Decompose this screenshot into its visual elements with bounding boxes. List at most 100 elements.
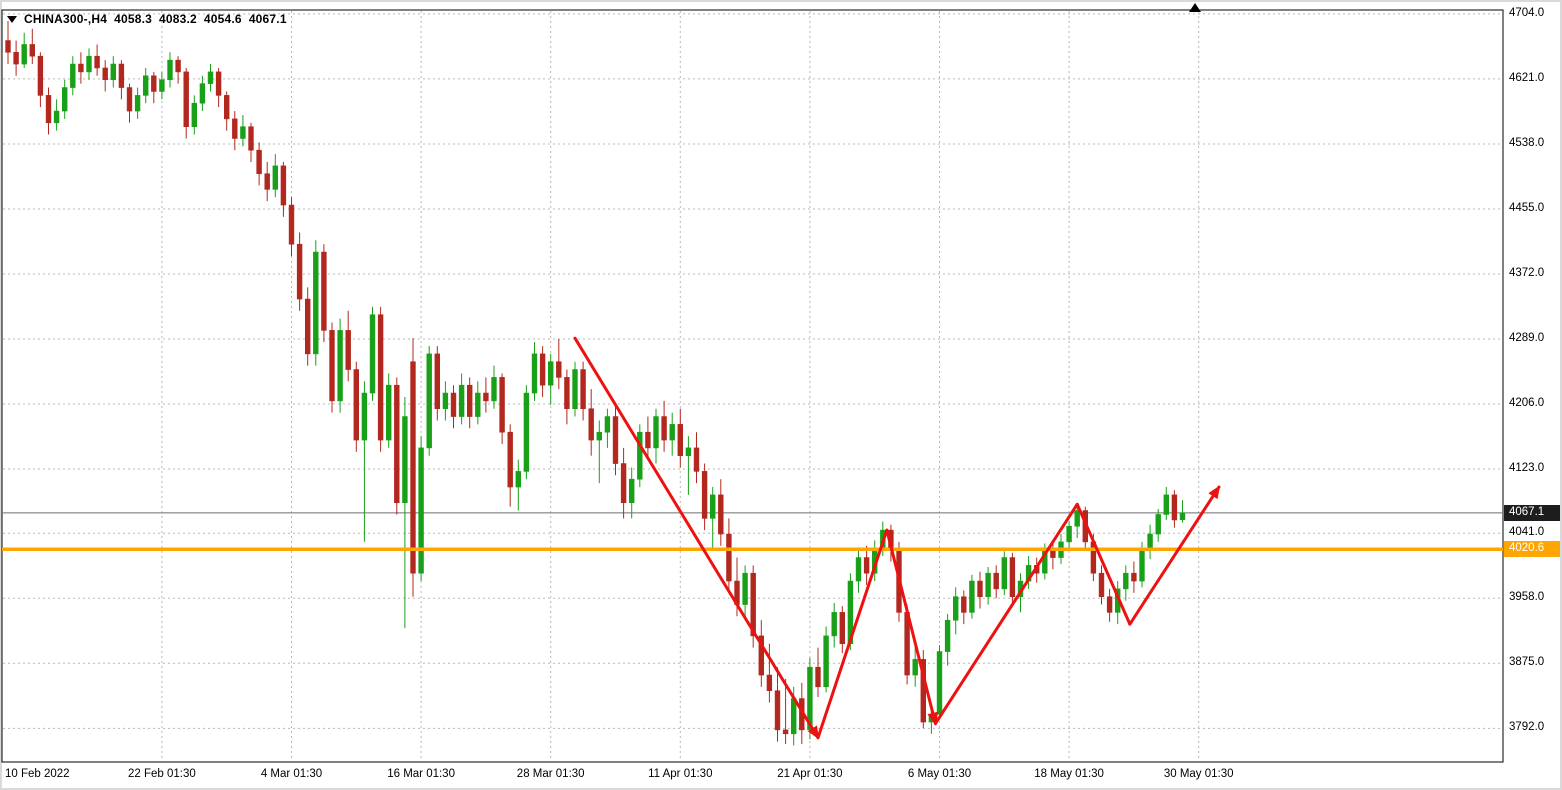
candle-down — [296, 243, 303, 300]
candle-up — [167, 59, 173, 81]
candle-up — [110, 63, 117, 81]
candle-down — [645, 431, 651, 449]
candle-up — [442, 392, 449, 410]
y-axis-label: 4123.0 — [1509, 462, 1545, 475]
candle-down — [304, 298, 311, 355]
time-axis[interactable]: 10 Feb 2022 22 Feb 01:30 4 Mar 01:30 16 Mar… — [0, 763, 1562, 790]
candle-up — [790, 698, 797, 735]
x-axis-label: 11 Apr 01:30 — [648, 768, 713, 780]
candle-up — [855, 557, 862, 582]
candle-up — [653, 416, 659, 449]
symbol-marker-icon — [7, 15, 17, 23]
candle-down — [94, 55, 100, 69]
candle-down — [839, 612, 846, 645]
candle-down — [151, 75, 157, 92]
candle-up — [143, 75, 149, 96]
candle-down — [758, 635, 765, 676]
current-price-tag: 4067.1 — [1504, 504, 1560, 521]
x-axis-label: 10 Feb 2022 — [5, 768, 70, 780]
symbol-label: CHINA300-,H4 — [24, 12, 108, 26]
y-axis-label: 4289.0 — [1509, 332, 1545, 344]
y-axis-label: 4704.0 — [1509, 6, 1545, 19]
candle-down — [215, 71, 222, 96]
x-axis-label: 30 May 01:30 — [1163, 768, 1234, 780]
candle-down — [410, 361, 416, 574]
candle-down — [264, 173, 270, 190]
candle-down — [394, 384, 400, 504]
hline-price-tag: 4020.6 — [1504, 541, 1560, 558]
grid-layer — [3, 11, 1502, 761]
x-axis-label: 4 Mar 01:30 — [260, 768, 323, 780]
price-axis[interactable]: 4704.0 4621.0 4538.0 4455.0 4372.0 4289.0 4206… — [1503, 0, 1562, 762]
candle-down — [1009, 557, 1016, 598]
candle-up — [199, 83, 206, 104]
candle-down — [993, 572, 999, 590]
candle-down — [102, 67, 108, 81]
candle-down — [782, 729, 789, 735]
candle-up — [313, 251, 319, 355]
candle-down — [434, 353, 440, 410]
candle-up — [944, 619, 951, 652]
candle-down — [977, 580, 983, 598]
candle-down — [693, 447, 700, 472]
candle-up — [669, 424, 675, 441]
y-axis-label: 4206.0 — [1509, 397, 1545, 410]
chart-marker-icon — [1189, 3, 1201, 12]
candle-up — [685, 447, 692, 457]
y-axis-label: 3792.0 — [1509, 721, 1545, 734]
candle-down — [248, 126, 254, 151]
y-axis-label: 3958.0 — [1509, 591, 1545, 604]
candle-up — [831, 612, 837, 637]
x-axis-label: 16 Mar 01:30 — [387, 768, 455, 780]
candle-up — [985, 572, 991, 598]
candle-down — [1106, 596, 1113, 613]
trend-arrows-layer — [573, 336, 1221, 740]
candle-up — [1139, 549, 1145, 582]
candle-up — [628, 478, 635, 504]
candle-up — [369, 314, 376, 394]
chart-title: CHINA300-,H4 4058.3 4083.2 4054.6 4067.1 — [7, 12, 287, 26]
candle-up — [61, 87, 68, 112]
x-axis-label: 6 May 01:30 — [907, 768, 972, 780]
candle-down — [774, 690, 781, 731]
candle-down — [718, 494, 724, 535]
candle-up — [385, 384, 392, 441]
candle-up — [458, 384, 465, 417]
candle-down — [466, 384, 473, 417]
candle-up — [207, 71, 214, 84]
candle-down — [175, 59, 181, 73]
candle-down — [126, 87, 133, 112]
candle-down — [13, 51, 19, 65]
y-axis-label: 4372.0 — [1509, 266, 1545, 279]
candle-down — [232, 118, 238, 139]
candle-down — [1171, 494, 1178, 521]
candle-down — [961, 596, 967, 613]
candle-up — [1074, 510, 1080, 527]
candle-down — [1131, 572, 1137, 582]
x-axis-label: 28 Mar 01:30 — [516, 768, 585, 780]
candle-up — [1147, 533, 1153, 551]
candle-up — [402, 416, 408, 504]
candle-down — [499, 377, 505, 433]
candle-down — [450, 392, 457, 417]
candle-down — [564, 377, 570, 410]
candle-up — [572, 369, 578, 410]
candle-up — [709, 494, 716, 519]
candle-up — [134, 95, 141, 112]
y-axis-label: 4621.0 — [1509, 71, 1545, 84]
candle-down — [863, 557, 870, 574]
candle-up — [53, 110, 60, 124]
candle-down — [483, 392, 489, 402]
ohlc-low: 4054.6 — [203, 12, 242, 26]
candle-up — [515, 471, 522, 488]
candle-down — [1098, 572, 1105, 598]
candle-up — [21, 44, 27, 65]
ohlc-open: 4058.3 — [114, 12, 152, 26]
candle-up — [547, 361, 554, 386]
candle-down — [329, 330, 335, 402]
candle-down — [766, 674, 773, 692]
candle-up — [596, 431, 603, 441]
candle-up — [1163, 494, 1170, 515]
trend-arrow-segment — [885, 528, 939, 726]
